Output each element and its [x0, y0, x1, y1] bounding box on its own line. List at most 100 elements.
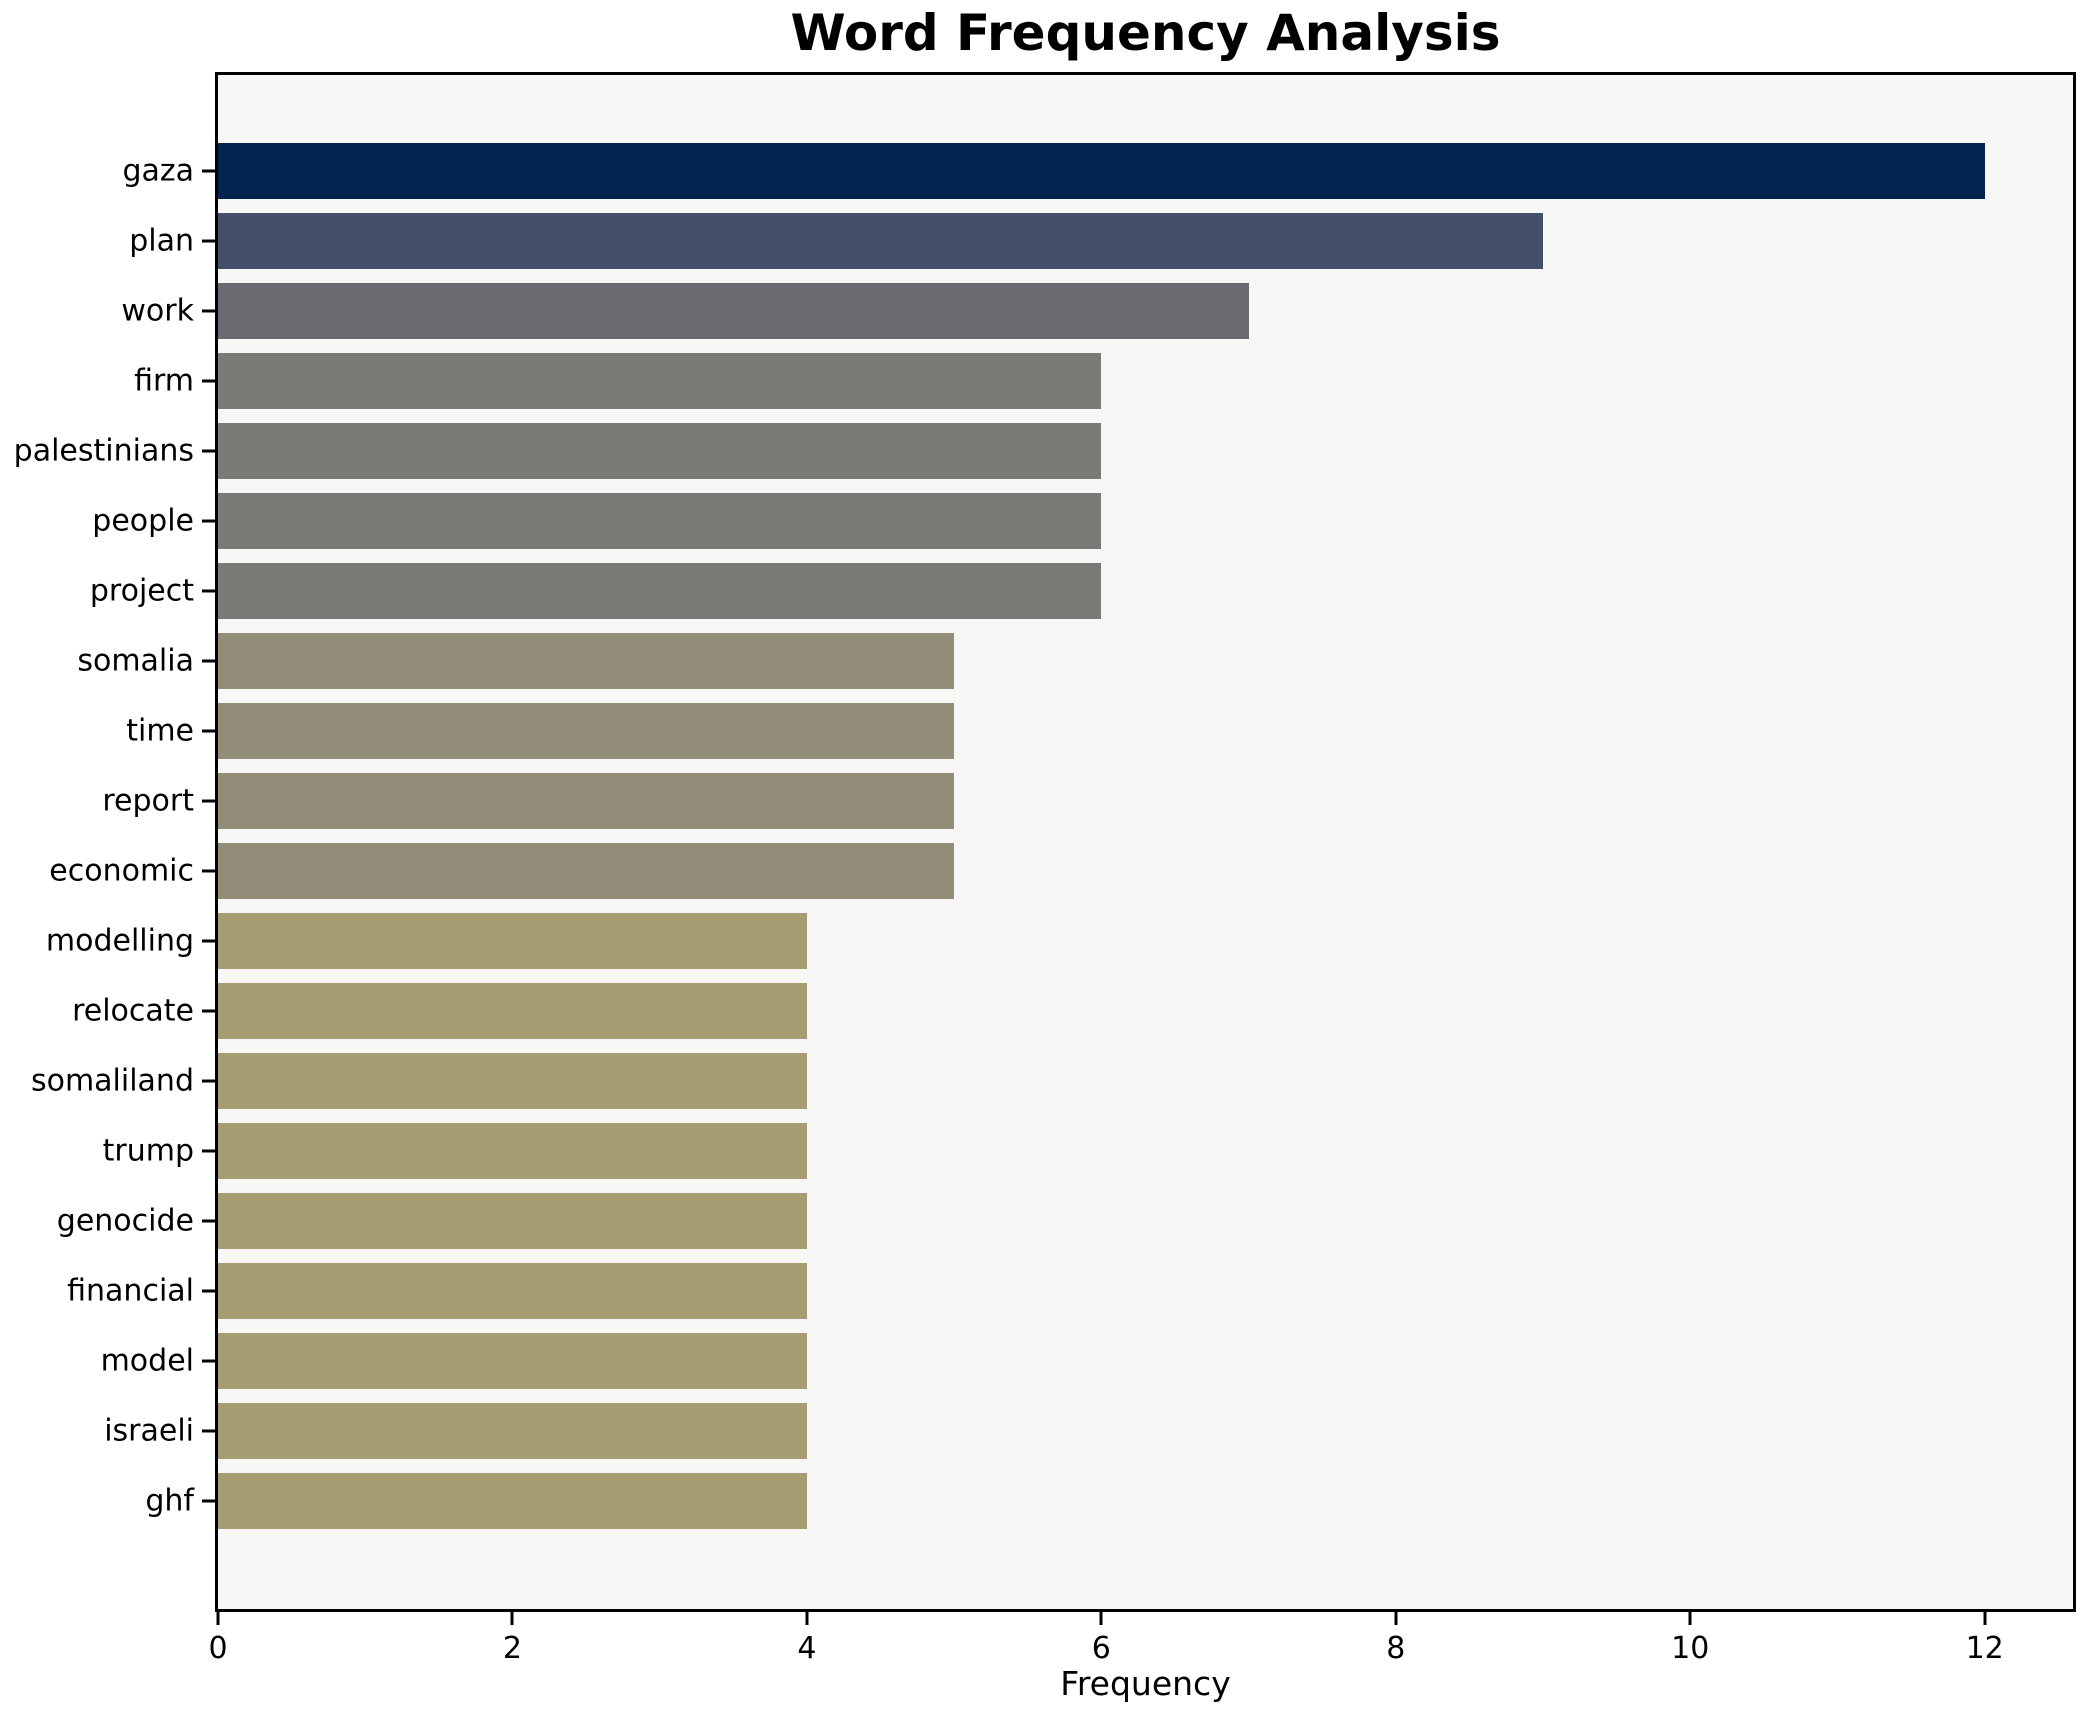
- bar: [218, 143, 1985, 199]
- y-tick-label: modelling: [45, 923, 194, 959]
- y-tick: [202, 1219, 215, 1223]
- y-tick-label: time: [126, 713, 194, 749]
- bar: [218, 1053, 807, 1109]
- y-tick-label: somaliland: [30, 1063, 194, 1099]
- bar: [218, 1263, 807, 1319]
- bar: [218, 283, 1249, 339]
- y-tick: [202, 169, 215, 173]
- bar: [218, 213, 1543, 269]
- x-tick: [510, 1612, 514, 1625]
- y-tick-label: financial: [67, 1273, 194, 1309]
- bar: [218, 1403, 807, 1459]
- bar-row: people: [92, 493, 2073, 549]
- bar-row: trump: [103, 1123, 2073, 1179]
- bar-row: somaliland: [31, 1053, 2073, 1109]
- x-tick: [216, 1612, 220, 1625]
- y-tick-label: genocide: [56, 1203, 194, 1239]
- chart-title: Word Frequency Analysis: [790, 4, 1501, 62]
- y-tick: [202, 239, 215, 243]
- x-tick-label: 10: [1671, 1631, 1710, 1666]
- y-tick: [202, 729, 215, 733]
- y-tick: [202, 799, 215, 803]
- bar-row: project: [90, 563, 2073, 619]
- bar-row: israeli: [104, 1403, 2073, 1459]
- x-tick-label: 2: [502, 1631, 522, 1666]
- bar-row: ghf: [145, 1473, 2073, 1529]
- x-tick-label: 6: [1091, 1631, 1111, 1666]
- bar: [218, 913, 807, 969]
- y-tick-label: people: [92, 503, 194, 539]
- xaxis-ticks: 0 2 4 6 8 10 12: [208, 75, 2073, 1666]
- y-tick-label: israeli: [104, 1413, 194, 1449]
- bar-row: gaza: [122, 143, 2073, 199]
- bar-row: work: [121, 283, 2073, 339]
- y-tick: [202, 379, 215, 383]
- y-tick-label: trump: [102, 1133, 194, 1169]
- x-tick-label: 4: [797, 1631, 817, 1666]
- y-tick: [202, 869, 215, 873]
- bar: [218, 1473, 807, 1529]
- y-tick: [202, 1429, 215, 1433]
- bar: [218, 353, 1102, 409]
- y-tick-label: somalia: [77, 643, 194, 679]
- bar: [218, 773, 955, 829]
- y-tick: [202, 309, 215, 313]
- y-tick: [202, 1009, 215, 1013]
- bar: [218, 703, 955, 759]
- bar-row: somalia: [77, 633, 2073, 689]
- y-tick-label: model: [100, 1343, 194, 1379]
- y-tick: [202, 449, 215, 453]
- y-tick: [202, 1499, 215, 1503]
- y-tick: [202, 1359, 215, 1363]
- x-tick: [1099, 1612, 1103, 1625]
- bar-row: palestinians: [14, 423, 2073, 479]
- y-tick: [202, 659, 215, 663]
- x-tick: [1983, 1612, 1987, 1625]
- bar-row: time: [126, 703, 2073, 759]
- bar: [218, 1123, 807, 1179]
- y-tick-label: palestinians: [13, 433, 194, 469]
- y-tick-label: gaza: [122, 153, 194, 189]
- x-tick-label: 8: [1386, 1631, 1406, 1666]
- bar-row: model: [101, 1333, 2073, 1389]
- y-tick: [202, 1079, 215, 1083]
- bar-row: plan: [129, 213, 2073, 269]
- xaxis-title: Frequency: [1060, 1664, 1231, 1703]
- bar-row: economic: [49, 843, 2073, 899]
- bar: [218, 983, 807, 1039]
- x-tick: [1394, 1612, 1398, 1625]
- x-tick-label: 12: [1965, 1631, 2004, 1666]
- bar: [218, 563, 1102, 619]
- y-tick-label: report: [102, 783, 194, 819]
- bar: [218, 493, 1102, 549]
- y-tick: [202, 519, 215, 523]
- bar-row: genocide: [57, 1193, 2073, 1249]
- bar: [218, 423, 1102, 479]
- y-tick: [202, 1149, 215, 1153]
- y-tick-label: relocate: [72, 993, 194, 1029]
- bar: [218, 1333, 807, 1389]
- bar-row: modelling: [46, 913, 2073, 969]
- y-tick-label: ghf: [145, 1483, 194, 1519]
- bar: [218, 1193, 807, 1249]
- y-tick: [202, 589, 215, 593]
- y-tick-label: plan: [129, 223, 194, 259]
- y-tick-label: firm: [134, 363, 194, 399]
- x-tick: [805, 1612, 809, 1625]
- x-tick: [1688, 1612, 1692, 1625]
- bar-row: financial: [67, 1263, 2073, 1319]
- y-tick-label: economic: [49, 853, 194, 889]
- bar-row: firm: [134, 353, 2073, 409]
- y-tick-label: project: [89, 573, 194, 609]
- y-tick: [202, 1289, 215, 1293]
- bar: [218, 633, 955, 689]
- bar-row: report: [102, 773, 2073, 829]
- x-tick-label: 0: [208, 1631, 228, 1666]
- bars-container: gaza plan work firm palestinians people projec…: [14, 75, 2073, 1609]
- y-tick-label: work: [121, 293, 194, 329]
- bar-row: relocate: [72, 983, 2073, 1039]
- plot-area: gaza plan work firm palestinians people projec…: [14, 72, 2076, 1666]
- y-tick: [202, 939, 215, 943]
- bar: [218, 843, 955, 899]
